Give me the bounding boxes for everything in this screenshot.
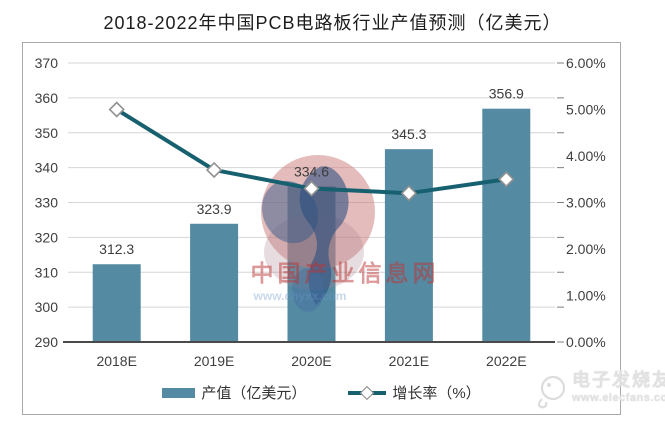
line-swatch-icon (348, 385, 387, 400)
bar-value-label-2019E: 323.9 (197, 201, 232, 217)
legend-item-growth: 增长率（%） (348, 382, 481, 403)
left-axis-label: 310 (35, 264, 59, 280)
left-axis-label: 290 (35, 334, 59, 350)
diamond-marker-2019E (205, 161, 223, 179)
diamond-marker-2022E (498, 171, 515, 188)
growth-rate-line (114, 107, 509, 196)
left-axis-label: 320 (35, 229, 59, 245)
page-title: 2018-2022年中国PCB电路板行业产值预测（亿美元） (103, 13, 562, 33)
bar-value-label-2022E: 356.9 (489, 86, 524, 102)
right-axis-label: 0.00% (566, 334, 606, 350)
right-axis-label: 1.00% (566, 288, 606, 304)
diamond-marker-2020E (303, 180, 320, 197)
bar-2020E (287, 186, 336, 342)
watermark-blue-drop (292, 268, 324, 312)
left-axis-label: 350 (35, 125, 59, 141)
right-axis-label: 2.00% (566, 241, 606, 257)
watermark-center-url: www.chyxx.com (253, 289, 347, 303)
bar-value-label-2018E: 312.3 (99, 241, 134, 257)
watermark-blue-swoosh (299, 166, 349, 305)
x-axis-label-2019E: 2019E (194, 353, 234, 369)
right-axis-label: 3.00% (566, 195, 606, 211)
x-axis-label-2021E: 2021E (389, 353, 429, 369)
chart-frame (22, 42, 621, 415)
left-axis-label: 300 (35, 299, 59, 315)
right-axis-label: 6.00% (566, 55, 606, 71)
watermark-center-text: 中国产业信息网 (251, 260, 440, 286)
legend-label-output: 产值（亿美元） (201, 385, 307, 402)
left-axis-label: 340 (35, 160, 59, 176)
x-axis-label-2022E: 2022E (486, 353, 526, 369)
left-axis-label: 360 (35, 90, 59, 106)
watermark-blue-wedge (262, 180, 318, 244)
x-axis-label-2020E: 2020E (291, 353, 331, 369)
bar-swatch-icon (162, 387, 196, 398)
bar-2022E (482, 108, 531, 342)
legend: 产值（亿美元） 增长率（%） (22, 382, 621, 403)
diamond-marker-2018E (108, 101, 125, 118)
bar-value-label-2021E: 345.3 (391, 126, 426, 142)
legend-item-output: 产值（亿美元） (162, 382, 306, 403)
bar-2021E (384, 149, 433, 342)
left-axis-label: 330 (35, 195, 59, 211)
bar-value-label-2020E: 334.6 (294, 163, 329, 179)
bar-2018E (92, 264, 141, 342)
right-axis-label: 5.00% (566, 102, 606, 118)
watermark-pink-soft (264, 214, 364, 290)
left-axis-label: 370 (35, 55, 59, 71)
x-axis-label-2018E: 2018E (96, 353, 136, 369)
right-axis-label: 4.00% (566, 148, 606, 164)
diamond-marker-icon (360, 385, 375, 400)
legend-label-growth: 增长率（%） (392, 385, 481, 402)
watermark-pink-circle (261, 155, 375, 269)
bar-2019E (190, 223, 239, 342)
diamond-marker-2021E (400, 185, 418, 202)
